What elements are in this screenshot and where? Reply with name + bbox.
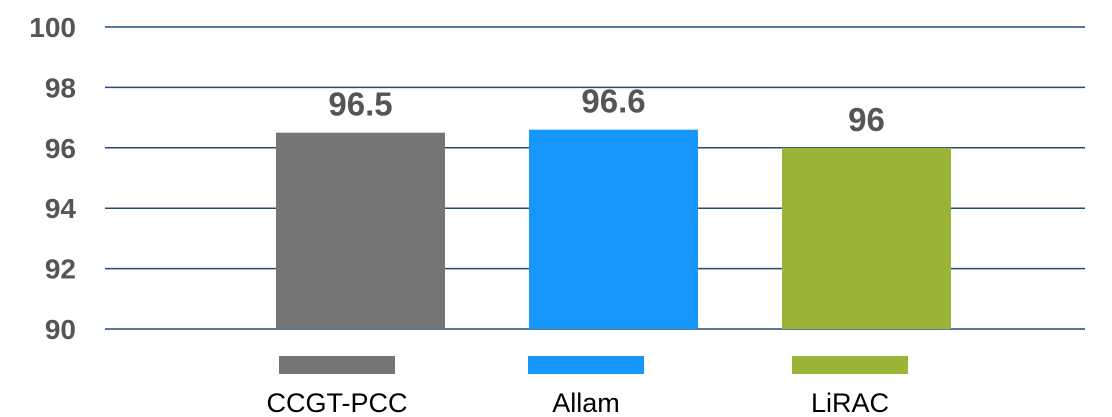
y-axis-tick-labels: 100 98 96 94 92 90 [29,12,76,345]
y-tick-label: 98 [45,72,76,103]
data-labels: 96.5 96.6 96 [328,83,884,138]
bars [276,129,951,329]
y-tick-label: 100 [29,12,76,43]
y-tick-label: 90 [45,314,76,345]
data-label: 96.5 [328,86,392,123]
legend-label: CCGT-PCC [267,388,408,417]
legend-swatch [279,356,395,374]
bar-lirac [782,147,951,329]
data-label: 96 [848,101,885,138]
bar-ccgt-pcc [276,132,445,329]
y-tick-label: 94 [45,193,77,224]
legend-swatch [528,356,644,374]
legend: CCGT-PCC Allam LiRAC [267,356,908,417]
y-tick-label: 92 [45,254,76,285]
data-label: 96.6 [581,83,645,120]
legend-swatch [792,356,908,374]
legend-label: Allam [552,388,620,417]
y-tick-label: 96 [45,133,76,164]
legend-label: LiRAC [811,388,889,417]
bar-allam [529,129,698,329]
